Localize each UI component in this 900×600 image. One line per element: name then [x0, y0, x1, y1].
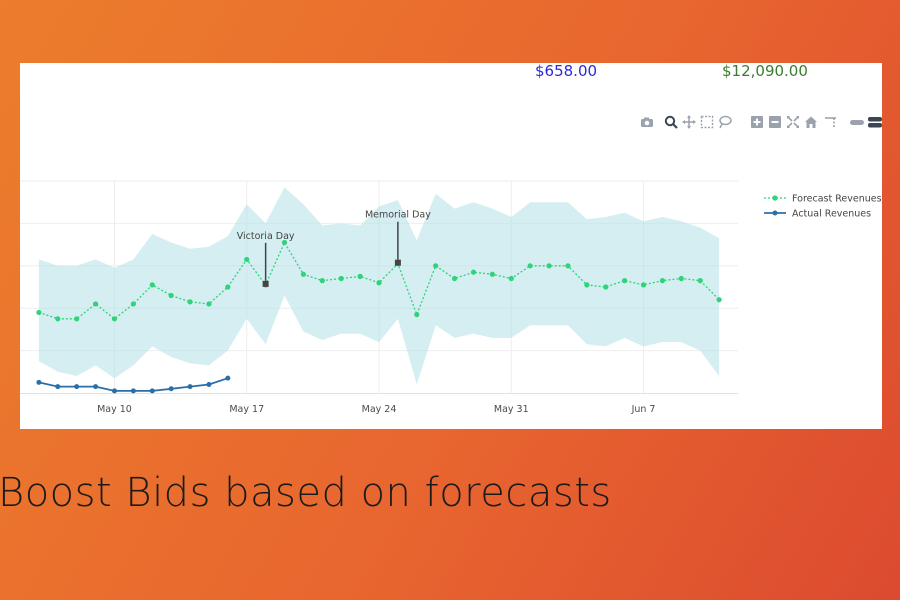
forecast-point	[565, 263, 571, 269]
actual-point	[149, 388, 155, 394]
forecast-point	[489, 271, 495, 277]
forecast-point	[584, 282, 590, 288]
forecast-point	[376, 280, 382, 286]
zoom-in-icon[interactable]	[749, 113, 765, 131]
forecast-chart: May 10 May 17 May 24 May 31 Jun 7 Victoria D…	[20, 180, 882, 415]
forecast-point	[414, 311, 420, 318]
actual-point	[206, 382, 212, 388]
forecast-point	[546, 263, 552, 269]
forecast-point	[92, 301, 99, 307]
forecast-point	[451, 275, 458, 282]
hover-closest-icon[interactable]	[849, 113, 865, 131]
chart-panel: $658.00 $12,090.00	[20, 63, 882, 429]
legend: Forecast Revenues Actual Revenues	[764, 194, 882, 220]
legend-label-forecast: Forecast Revenues	[792, 194, 882, 205]
hover-compare-icon[interactable]	[867, 113, 882, 131]
actual-point	[225, 375, 231, 381]
zoom-out-icon[interactable]	[767, 113, 783, 131]
reset-axes-icon[interactable]	[803, 113, 819, 131]
actual-point	[93, 384, 99, 390]
forecast-point	[357, 273, 363, 279]
forecast-point	[36, 309, 42, 316]
slide-caption: Boost Bids based on forecasts	[0, 470, 612, 516]
forecast-point	[508, 275, 514, 282]
legend-marker-forecast	[772, 195, 778, 201]
forecast-point	[300, 271, 307, 277]
annotation-label: Memorial Day	[365, 210, 431, 221]
forecast-confidence-band	[38, 187, 720, 385]
legend-label-actual: Actual Revenues	[792, 209, 871, 220]
forecast-point	[527, 263, 533, 269]
forecast-point	[622, 278, 628, 284]
forecast-point	[187, 299, 193, 305]
forecast-point	[74, 316, 80, 322]
x-tick-label: May 24	[362, 404, 397, 415]
actual-revenues-points	[36, 375, 231, 394]
actual-point	[36, 379, 42, 385]
camera-icon[interactable]	[639, 113, 655, 131]
forecast-point	[433, 263, 439, 269]
total-amount-green: $12,090.00	[722, 63, 808, 80]
x-tick-label: May 31	[494, 404, 529, 415]
forecast-point	[678, 275, 684, 282]
forecast-point	[281, 239, 288, 246]
actual-point	[111, 388, 117, 394]
x-tick-label: May 17	[229, 404, 264, 415]
forecast-point	[716, 297, 722, 303]
actual-point	[55, 384, 61, 390]
forecast-point	[130, 301, 136, 307]
x-tick-label: May 10	[97, 404, 132, 415]
annotations: Victoria Day Memorial Day	[237, 210, 431, 287]
x-axis: May 10 May 17 May 24 May 31 Jun 7	[97, 404, 655, 415]
actual-point	[130, 388, 136, 394]
forecast-point	[225, 284, 231, 290]
zoom-icon[interactable]	[663, 113, 679, 131]
forecast-point	[697, 278, 703, 284]
forecast-point	[319, 278, 325, 284]
forecast-point	[149, 282, 155, 288]
legend-marker-actual	[772, 210, 778, 216]
forecast-revenues-points	[36, 239, 722, 322]
total-amount-blue: $658.00	[535, 63, 598, 80]
x-tick-label: Jun 7	[631, 404, 656, 415]
actual-point	[187, 384, 193, 390]
forecast-point	[244, 256, 250, 263]
autoscale-icon[interactable]	[785, 113, 801, 131]
annotation-marker	[262, 280, 269, 287]
forecast-point	[111, 316, 118, 322]
annotation-label: Victoria Day	[237, 231, 295, 242]
forecast-point	[168, 292, 174, 299]
forecast-point	[338, 275, 344, 282]
actual-point	[168, 386, 174, 392]
box-select-icon[interactable]	[699, 113, 715, 131]
annotation-marker	[394, 259, 401, 266]
lasso-select-icon[interactable]	[717, 113, 733, 131]
forecast-point	[470, 269, 477, 275]
forecast-point	[640, 282, 647, 288]
actual-point	[74, 384, 80, 390]
forecast-point	[206, 301, 212, 307]
forecast-point	[603, 284, 609, 290]
forecast-point	[659, 278, 666, 284]
forecast-point	[55, 316, 61, 322]
spike-lines-icon[interactable]	[823, 113, 839, 131]
pan-icon[interactable]	[681, 113, 697, 131]
